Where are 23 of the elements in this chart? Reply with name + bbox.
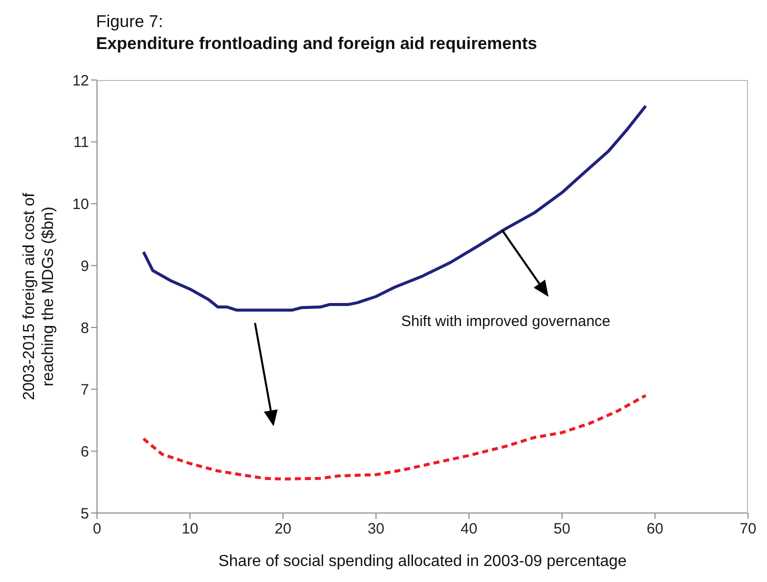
x-tick-label: 50 — [554, 520, 570, 538]
y-tick-label: 10 — [72, 196, 89, 214]
y-tick-label: 11 — [73, 134, 89, 152]
y-tick-label: 6 — [80, 443, 89, 460]
x-tick-label: 70 — [740, 520, 756, 538]
x-tick-label: 60 — [646, 520, 664, 538]
chart-subtitle: Expenditure frontloading and foreign aid requirements — [96, 34, 538, 54]
y-tick-label: 5 — [80, 505, 89, 522]
y-tick-label: 12 — [72, 72, 89, 90]
x-tick-label: 40 — [460, 520, 478, 538]
x-tick-label: 30 — [368, 520, 384, 538]
line-series — [142, 104, 648, 312]
x-tick-label: 0 — [92, 520, 102, 538]
annotation: Shift with improved governance — [401, 313, 610, 330]
chart-title: Figure 7: — [96, 12, 164, 32]
y-tick-label: 9 — [80, 258, 89, 275]
y-axis-title: 2003-2015 foreign aid cost of reaching the MDGs ($bn) — [21, 192, 57, 400]
line-series — [142, 394, 648, 480]
x-axis-title: Share of social spending allocated in 2003-09 percentage — [218, 553, 627, 570]
y-tick-label: 7 — [80, 382, 89, 399]
y-tick-label: 8 — [80, 320, 89, 337]
x-tick-label: 10 — [182, 520, 198, 538]
x-tick-label: 20 — [274, 520, 292, 538]
